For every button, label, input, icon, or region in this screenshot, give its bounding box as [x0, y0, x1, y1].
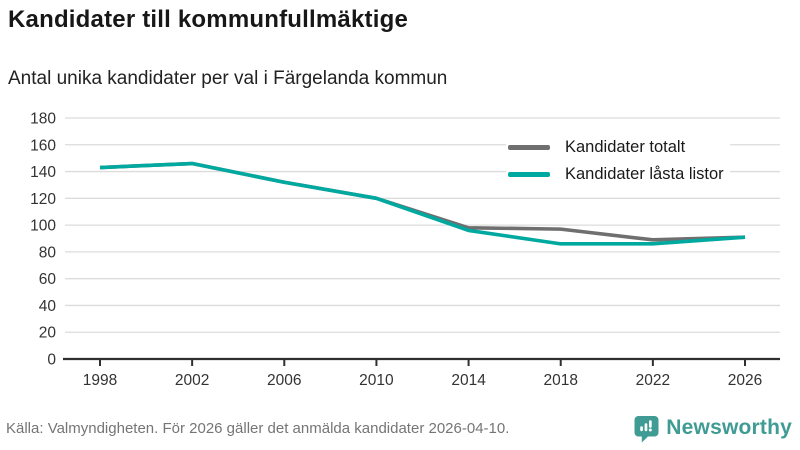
chart-legend: Kandidater totalt Kandidater låsta listo…	[506, 132, 730, 190]
newsworthy-brand-name: Newsworthy	[666, 416, 792, 439]
y-tick-label: 0	[47, 352, 56, 369]
y-tick-label: 80	[39, 244, 57, 261]
y-tick-label: 120	[30, 191, 56, 208]
legend-item-kandidater-totalt: Kandidater totalt	[508, 134, 724, 161]
legend-swatch-lasta-listor	[508, 172, 550, 177]
x-tick-label: 1998	[83, 372, 117, 389]
line-chart: 0 20 40 60 80 100 120 140 160 180 1998 2002 2006 2010…	[0, 100, 800, 410]
x-tick-label: 2018	[543, 372, 577, 389]
newsworthy-logo-icon	[634, 415, 659, 442]
x-tick-label: 2010	[359, 372, 394, 389]
chart-canvas: 0 20 40 60 80 100 120 140 160 180 1998 2002 2006 2010…	[30, 111, 780, 389]
legend-item-kandidater-lasta-listor: Kandidater låsta listor	[508, 161, 724, 188]
x-tick-label: 2006	[267, 372, 301, 389]
y-tick-label: 100	[30, 218, 56, 235]
chart-subtitle: Antal unika kandidater per val i Färgela…	[8, 68, 448, 89]
x-tick-label: 2014	[451, 372, 486, 389]
y-tick-label: 180	[30, 111, 56, 128]
footer: Källa: Valmyndigheten. För 2026 gäller d…	[0, 412, 800, 450]
x-tick-label: 2022	[636, 372, 670, 389]
y-tick-label: 160	[30, 137, 56, 154]
page-title: Kandidater till kommunfullmäktige	[8, 6, 408, 33]
y-tick-label: 140	[30, 164, 56, 181]
y-tick-label: 40	[39, 298, 57, 315]
legend-label-lasta-listor: Kandidater låsta listor	[565, 165, 724, 183]
legend-label-totalt: Kandidater totalt	[565, 138, 686, 156]
newsworthy-brand: Newsworthy	[633, 414, 792, 443]
y-tick-label: 20	[39, 325, 57, 342]
x-tick-label: 2026	[728, 372, 762, 389]
series-line-1	[99, 161, 746, 246]
source-note: Källa: Valmyndigheten. För 2026 gäller d…	[6, 419, 510, 437]
legend-swatch-totalt	[508, 145, 550, 150]
x-tick-label: 2002	[175, 372, 209, 389]
y-tick-label: 60	[39, 271, 57, 288]
